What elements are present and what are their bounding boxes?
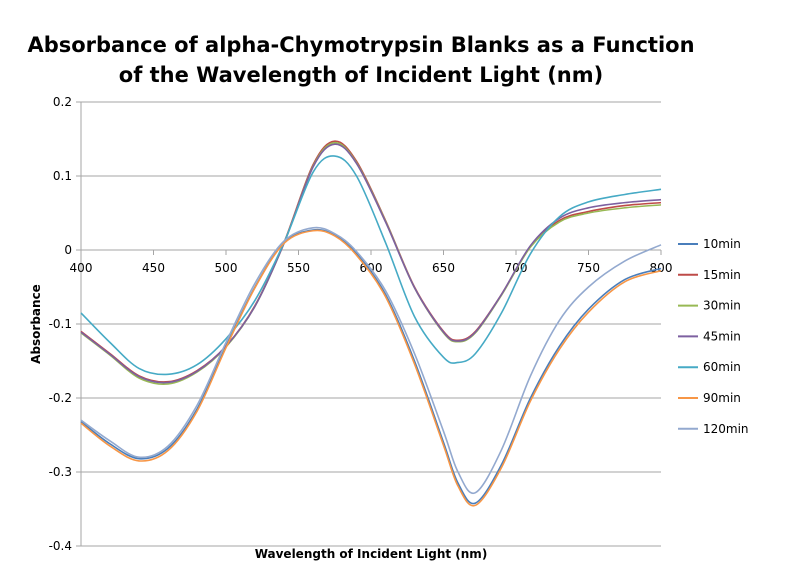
y-tick-label: -0.4 xyxy=(49,539,72,553)
x-tick-label: 450 xyxy=(142,261,165,275)
series-line-45min xyxy=(80,143,662,384)
legend-label-120min: 120min xyxy=(703,422,749,436)
legend-label-45min: 45min xyxy=(703,329,741,343)
y-tick-label: 0.2 xyxy=(53,95,72,109)
legend-label-10min: 10min xyxy=(703,237,741,251)
series-lines xyxy=(80,140,662,507)
series-line-60min xyxy=(80,155,662,376)
chart-title-line-1: Absorbance of alpha-Chymotrypsin Blanks … xyxy=(27,33,694,57)
y-tick-label: 0.1 xyxy=(53,169,72,183)
series-line-90min xyxy=(80,229,662,507)
x-tick-label: 500 xyxy=(215,261,238,275)
legend-label-30min: 30min xyxy=(703,299,741,313)
legend-label-90min: 90min xyxy=(703,391,741,405)
y-tick-labels: 0.2 0.1 0 -0.1 -0.2 -0.3 -0.4 xyxy=(49,95,72,553)
x-tick-label: 650 xyxy=(432,261,455,275)
y-tick-label: -0.3 xyxy=(49,465,72,479)
x-tick-labels: 400 450 500 550 600 650 700 750 800 xyxy=(70,261,673,275)
y-tick-label: -0.2 xyxy=(49,391,72,405)
series-line-120min xyxy=(80,226,662,495)
y-axis-label: Absorbance xyxy=(29,284,43,364)
legend-label-15min: 15min xyxy=(703,268,741,282)
x-tick-label: 400 xyxy=(70,261,93,275)
series-line-10min xyxy=(80,228,662,505)
x-tick-label: 750 xyxy=(577,261,600,275)
gridlines xyxy=(76,101,662,547)
x-tick-label: 550 xyxy=(287,261,310,275)
legend: 10min 15min 30min 45min 60min 90min 120min xyxy=(678,237,749,436)
y-tick-label: -0.1 xyxy=(49,317,72,331)
chart-title-line-2: of the Wavelength of Incident Light (nm) xyxy=(119,63,603,87)
legend-label-60min: 60min xyxy=(703,360,741,374)
y-tick-label: 0 xyxy=(64,243,72,257)
x-axis-label: Wavelength of Incident Light (nm) xyxy=(255,547,488,561)
